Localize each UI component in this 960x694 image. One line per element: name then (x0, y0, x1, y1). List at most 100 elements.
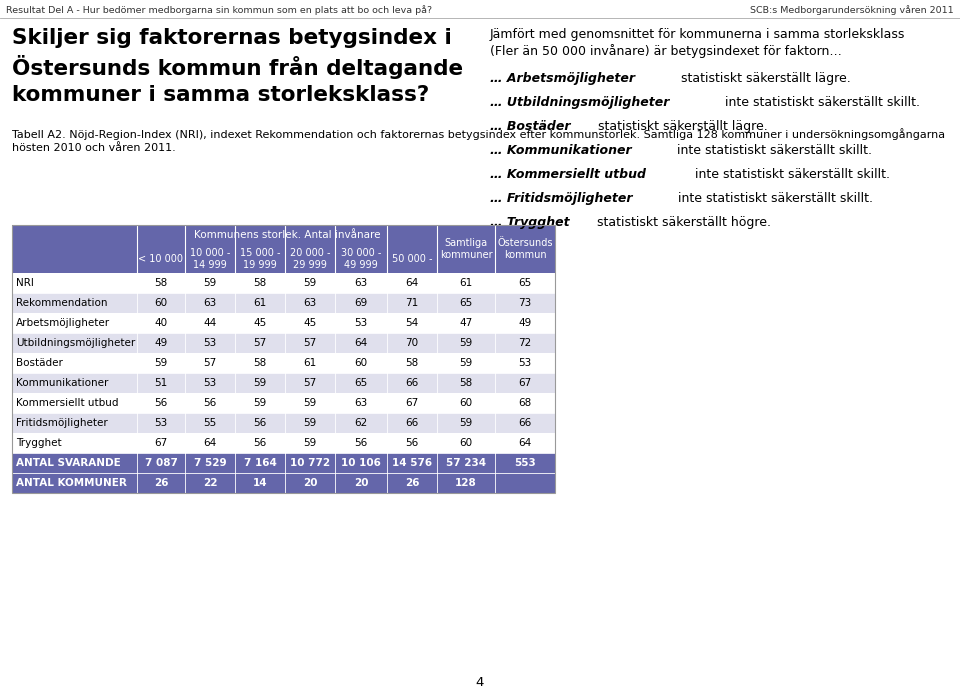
Bar (12, 333, 555, 353)
Text: inte statistiskt säkerställt skillt.: inte statistiskt säkerställt skillt. (722, 96, 921, 109)
Text: 7 087: 7 087 (145, 458, 178, 468)
Text: 56: 56 (253, 418, 267, 428)
Text: 73: 73 (518, 298, 532, 308)
Text: 26: 26 (154, 478, 168, 488)
Text: statistiskt säkerställt lägre.: statistiskt säkerställt lägre. (594, 120, 768, 133)
Text: … Kommunikationer: … Kommunikationer (490, 144, 632, 157)
Text: 64: 64 (405, 278, 419, 288)
Text: Fritidsmöjligheter: Fritidsmöjligheter (16, 418, 108, 428)
Bar (12, 453, 555, 473)
Text: 68: 68 (518, 398, 532, 408)
Text: 66: 66 (518, 418, 532, 428)
Text: 51: 51 (155, 378, 168, 388)
Text: 59: 59 (460, 338, 472, 348)
Text: 50 000 -: 50 000 - (392, 254, 432, 264)
Text: 60: 60 (155, 298, 168, 308)
Text: 10 000 -
14 999: 10 000 - 14 999 (190, 248, 230, 269)
Text: 63: 63 (204, 298, 217, 308)
Text: 63: 63 (354, 398, 368, 408)
Text: 45: 45 (253, 318, 267, 328)
Text: 53: 53 (204, 338, 217, 348)
Text: inte statistiskt säkerställt skillt.: inte statistiskt säkerställt skillt. (691, 168, 890, 181)
Text: 22: 22 (203, 478, 217, 488)
Text: 61: 61 (303, 358, 317, 368)
Text: 26: 26 (405, 478, 420, 488)
Text: Rekommendation: Rekommendation (16, 298, 108, 308)
Text: 58: 58 (253, 278, 267, 288)
Text: 56: 56 (155, 398, 168, 408)
Text: … Kommersiellt utbud: … Kommersiellt utbud (490, 168, 646, 181)
Text: inte statistiskt säkerställt skillt.: inte statistiskt säkerställt skillt. (673, 144, 872, 157)
Text: 72: 72 (518, 338, 532, 348)
Text: 64: 64 (354, 338, 368, 348)
Text: 53: 53 (204, 378, 217, 388)
Text: 47: 47 (460, 318, 472, 328)
Bar (12, 293, 555, 313)
Text: 10 772: 10 772 (290, 458, 330, 468)
Bar (12, 225, 555, 245)
Text: 4: 4 (476, 675, 484, 688)
Text: 49: 49 (155, 338, 168, 348)
Text: 66: 66 (405, 378, 419, 388)
Text: ANTAL SVARANDE: ANTAL SVARANDE (16, 458, 121, 468)
Text: 59: 59 (460, 358, 472, 368)
Text: 59: 59 (303, 278, 317, 288)
Text: 49: 49 (518, 318, 532, 328)
Text: … Utbildningsmöjligheter: … Utbildningsmöjligheter (490, 96, 669, 109)
Text: 58: 58 (253, 358, 267, 368)
Text: statistiskt säkerställt lägre.: statistiskt säkerställt lägre. (677, 72, 851, 85)
Text: 61: 61 (253, 298, 267, 308)
Text: 56: 56 (204, 398, 217, 408)
Text: 128: 128 (455, 478, 477, 488)
Text: 65: 65 (460, 298, 472, 308)
Text: 57: 57 (303, 378, 317, 388)
Bar (12, 413, 555, 433)
Bar (12, 373, 555, 393)
Text: 67: 67 (155, 438, 168, 448)
Text: 59: 59 (303, 438, 317, 448)
Text: 56: 56 (253, 438, 267, 448)
Text: 54: 54 (405, 318, 419, 328)
Text: 15 000 -
19 999: 15 000 - 19 999 (240, 248, 280, 269)
Text: 59: 59 (253, 378, 267, 388)
Bar (12, 473, 555, 493)
Text: 59: 59 (155, 358, 168, 368)
Text: 53: 53 (155, 418, 168, 428)
Text: 64: 64 (518, 438, 532, 448)
Text: 40: 40 (155, 318, 168, 328)
Text: Resultat Del A - Hur bedömer medborgarna sin kommun som en plats att bo och leva: Resultat Del A - Hur bedömer medborgarna… (6, 5, 432, 15)
Text: 53: 53 (354, 318, 368, 328)
Text: Bostäder: Bostäder (16, 358, 62, 368)
Text: 57 234: 57 234 (446, 458, 486, 468)
Text: NRI: NRI (16, 278, 34, 288)
Text: 53: 53 (518, 358, 532, 368)
Text: Samtliga
kommuner: Samtliga kommuner (440, 238, 492, 260)
Text: 20 000 -
29 999: 20 000 - 29 999 (290, 248, 330, 269)
Text: 58: 58 (155, 278, 168, 288)
Text: 62: 62 (354, 418, 368, 428)
Text: 63: 63 (303, 298, 317, 308)
Text: 59: 59 (303, 398, 317, 408)
Text: 10 106: 10 106 (341, 458, 381, 468)
Text: 56: 56 (405, 438, 419, 448)
Text: Kommunens storlek. Antal invånare: Kommunens storlek. Antal invånare (194, 230, 380, 240)
Text: 71: 71 (405, 298, 419, 308)
Bar (12, 393, 555, 413)
Text: … Trygghet: … Trygghet (490, 216, 569, 229)
Text: Skiljer sig faktorernas betygsindex i
Östersunds kommun från deltagande
kommuner: Skiljer sig faktorernas betygsindex i Ös… (12, 28, 463, 105)
Text: 7 164: 7 164 (244, 458, 276, 468)
Text: 66: 66 (405, 418, 419, 428)
Bar (12, 245, 555, 273)
Text: 64: 64 (204, 438, 217, 448)
Text: 60: 60 (354, 358, 368, 368)
Text: < 10 000: < 10 000 (138, 254, 183, 264)
Text: 57: 57 (204, 358, 217, 368)
Text: 57: 57 (303, 338, 317, 348)
Bar (12, 225, 555, 493)
Text: Arbetsmöjligheter: Arbetsmöjligheter (16, 318, 110, 328)
Text: 14: 14 (252, 478, 267, 488)
Text: Kommunikationer: Kommunikationer (16, 378, 108, 388)
Text: 57: 57 (253, 338, 267, 348)
Text: 59: 59 (303, 418, 317, 428)
Text: (Fler än 50 000 invånare) är betygsindexet för faktorn…: (Fler än 50 000 invånare) är betygsindex… (490, 44, 842, 58)
